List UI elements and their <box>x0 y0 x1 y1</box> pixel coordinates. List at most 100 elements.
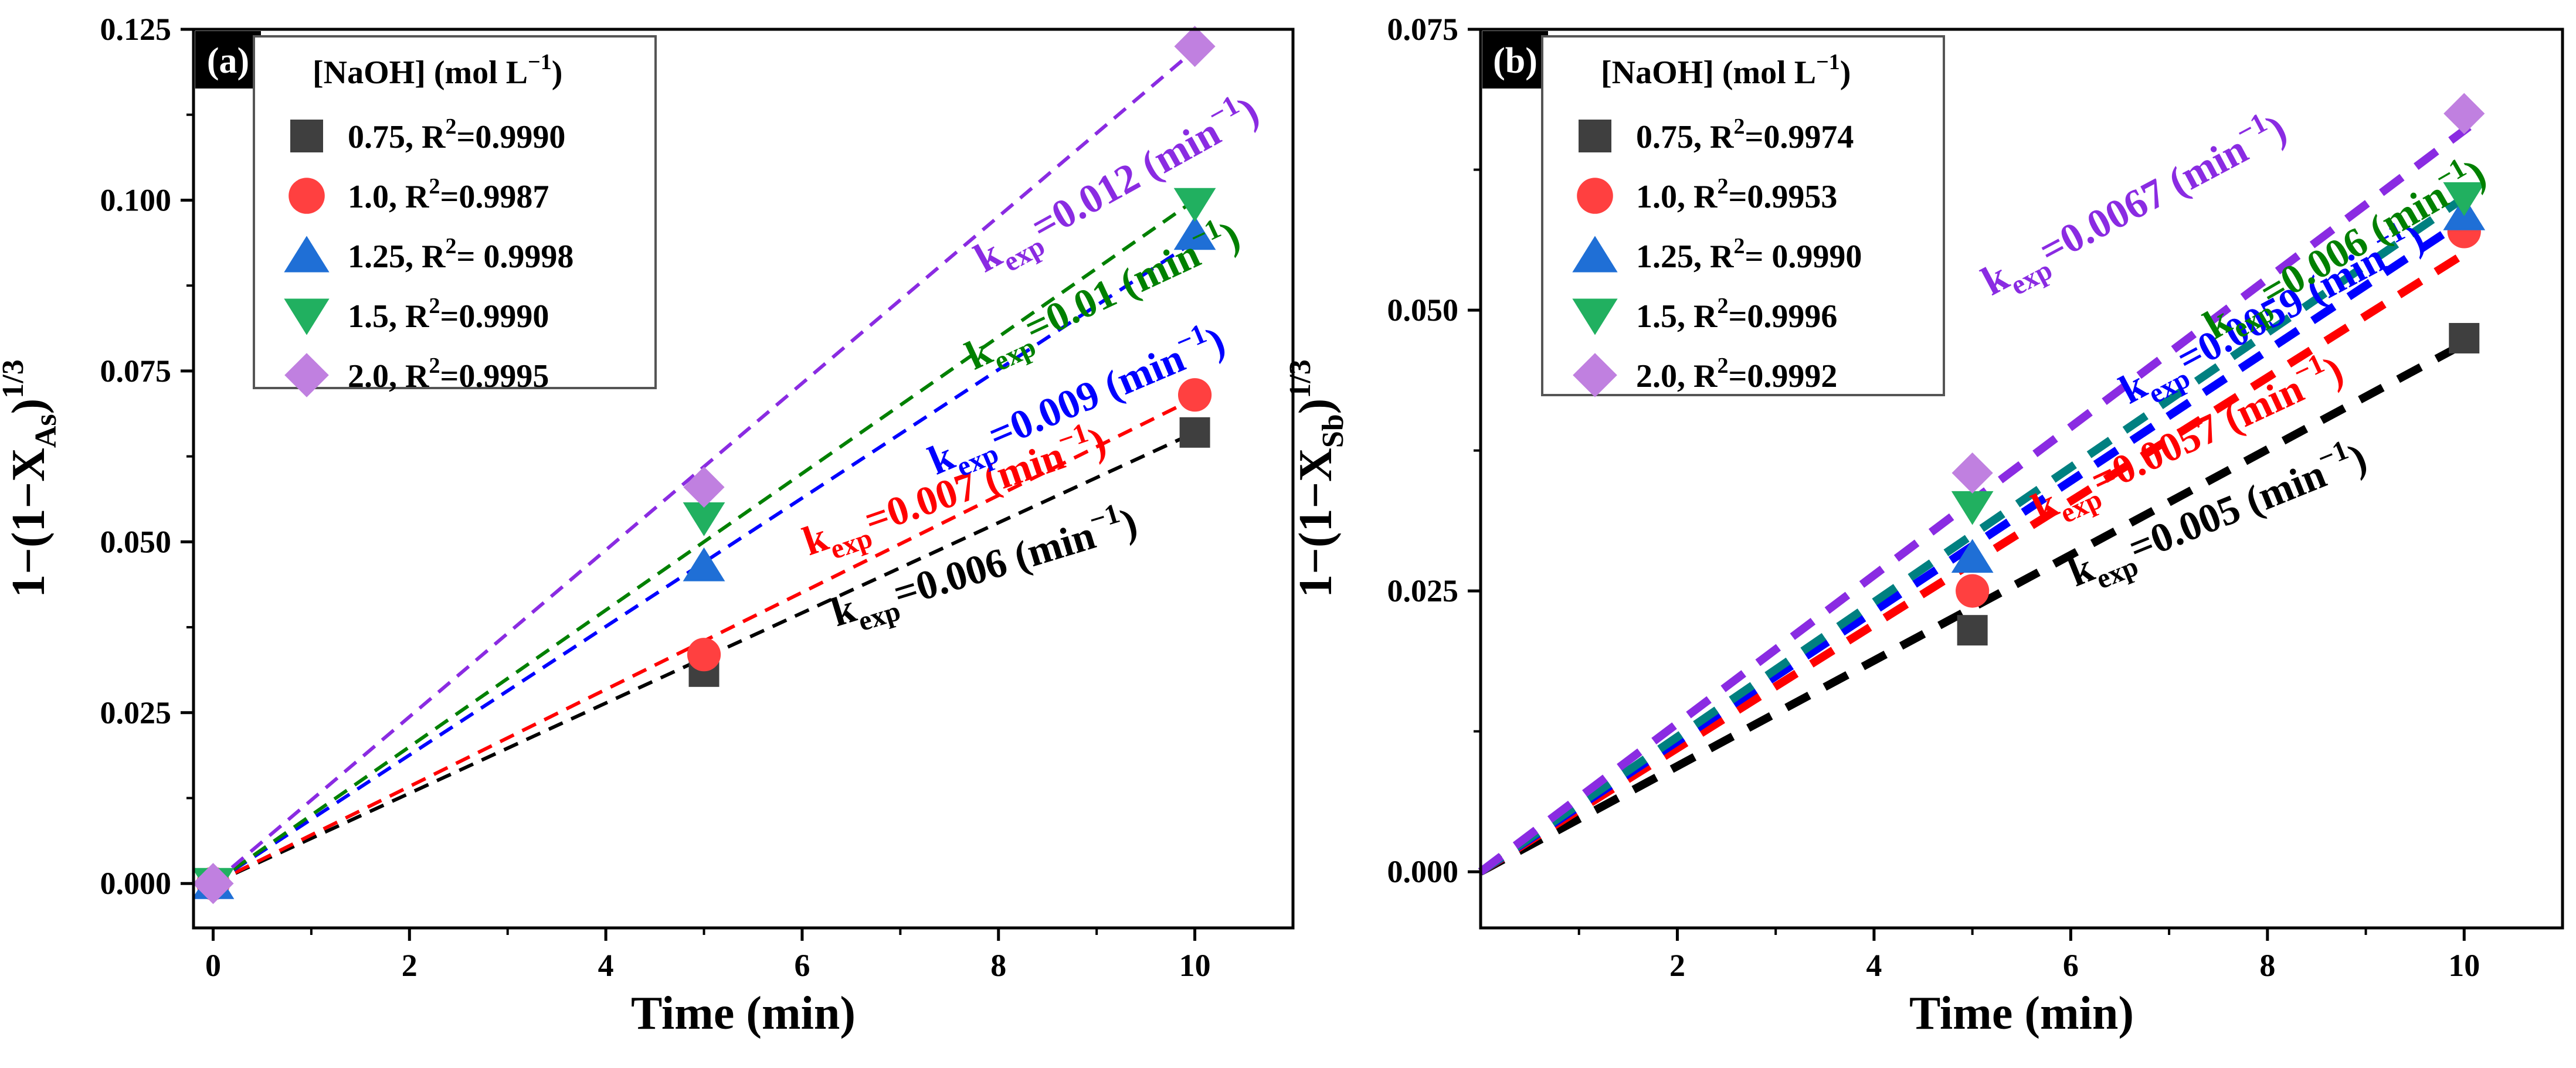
plot-frame <box>1479 28 2564 930</box>
legend-title: [NaOH] (mol L−1) <box>1601 50 1851 91</box>
y-label-close: ) <box>3 399 55 414</box>
y-tick-label: 0.025 <box>1387 573 1459 608</box>
legend-marker-1.5 <box>284 298 330 335</box>
legend-blue: 1.25, R2= 0.9998 <box>348 234 573 275</box>
data-point-1.25-t5 <box>683 547 725 581</box>
legend-r2-sup: 2 <box>1733 234 1745 259</box>
legend-series-name: 1.0, <box>348 179 405 215</box>
y-tick-label: 0.050 <box>100 524 172 559</box>
data-point-1.5-t10 <box>1173 188 1216 222</box>
legend-r2-value: =0.9995 <box>440 358 549 394</box>
legend-violet: 2.0, R2=0.9992 <box>1636 353 1837 394</box>
k-exp-annotation-1.5: kexp=0.01 (min−1) <box>956 207 1251 387</box>
y-tick-label: 0.050 <box>1387 292 1459 328</box>
legend-r2-sup: 2 <box>1717 353 1728 378</box>
legend-marker-2.0 <box>1573 353 1617 397</box>
legend-series-name: 1.25, <box>1636 239 1710 275</box>
legend-r2-value: =0.9953 <box>1728 179 1837 215</box>
legend-r2: R <box>1693 358 1718 394</box>
legend-green: 1.5, R2=0.9996 <box>1636 294 1837 335</box>
k-exp-annotation-2.0: kexp=0.0067 (min−1) <box>1971 100 2297 312</box>
x-tick-label: 10 <box>1179 948 1211 983</box>
fit-line-0.75 <box>1478 337 2471 876</box>
panel-label: (b) <box>1493 41 1538 81</box>
legend-r2: R <box>405 358 429 394</box>
y-axis-label: 1−(1−XSb)1/3 <box>1284 359 1350 598</box>
legend-r2-value: =0.9990 <box>456 119 565 155</box>
legend-series-name: 1.25, <box>348 239 422 275</box>
legend-r2-sup: 2 <box>445 114 456 139</box>
x-tick-label: 2 <box>1669 948 1685 983</box>
legend-series-name: 2.0, <box>348 358 405 394</box>
legend-r2: R <box>1693 298 1718 335</box>
data-point-1.0-t10 <box>1177 378 1212 412</box>
legend-r2-sup: 2 <box>1717 294 1728 318</box>
legend-series-name: 2.0, <box>1636 358 1693 394</box>
x-axis-label: Time (min) <box>631 988 856 1039</box>
y-label-base: 1−(1−X <box>3 448 55 598</box>
plot-frame <box>192 28 1295 930</box>
legend-r2: R <box>405 179 429 215</box>
data-point-1.5-t5 <box>683 502 725 536</box>
legend-marker-1.5 <box>1572 298 1618 335</box>
data-point-0.75-t10 <box>1179 417 1210 448</box>
legend-marker-1.0 <box>289 178 325 214</box>
data-point-2.0-t10 <box>1174 26 1216 67</box>
x-tick-label: 2 <box>402 948 418 983</box>
legend-r2-value: = 0.9990 <box>1745 239 1862 275</box>
legend-r2: R <box>1693 179 1718 215</box>
x-tick-label: 0 <box>205 948 221 983</box>
data-point-2.0-t5 <box>1951 452 1993 494</box>
x-tick-label: 10 <box>2448 948 2480 983</box>
y-tick-label: 0.025 <box>100 695 172 730</box>
panel-a: 0 2 4 6 8 10 0.000 0.025 0.050 0.075 0.100 0.125 Tim… <box>0 12 1295 1039</box>
k-value: =0.0067 (min <box>2032 127 2255 274</box>
y-axis-label: 1−(1−XAs)1/3 <box>0 359 63 597</box>
legend-r2-sup: 2 <box>1733 114 1745 139</box>
legend-r2-value: =0.9996 <box>1728 298 1837 335</box>
panel-label-box <box>195 31 261 89</box>
legend-red: 1.0, R2=0.9987 <box>348 174 549 215</box>
legend-title-close: ) <box>1840 55 1851 91</box>
data-point-1.0-t5 <box>687 638 721 672</box>
data-point-1.5-t10 <box>2443 182 2486 216</box>
legend-r2-sup: 2 <box>429 353 440 378</box>
legend-title-sup: −1 <box>1816 50 1840 74</box>
y-label-subscript: Sb <box>1316 414 1350 448</box>
data-point-1.5-t5 <box>1951 491 1994 525</box>
data-point-1.25-t10 <box>1173 216 1216 250</box>
y-tick-label: 0.100 <box>100 182 172 217</box>
legend-title: [NaOH] (mol L−1) <box>313 50 562 91</box>
y-label-superscript: 1/3 <box>0 359 30 398</box>
panel-label: (a) <box>207 41 249 81</box>
legend-title-close: ) <box>552 55 563 91</box>
panel-label-box <box>1482 31 1548 89</box>
legend-marker-0.75 <box>1579 120 1611 152</box>
legend-box <box>1541 35 1945 396</box>
y-label-base: 1−(1−X <box>1290 448 1342 598</box>
legend-marker-0.75 <box>290 120 323 152</box>
fit-line-1.5 <box>1478 191 2472 875</box>
legend-r2-value: =0.9992 <box>1728 358 1837 394</box>
legend-series-name: 1.0, <box>1636 179 1693 215</box>
k-value: =0.006 (min <box>888 512 1101 616</box>
data-point-2.0-t10 <box>2443 93 2485 134</box>
legend-green: 1.5, R2=0.9990 <box>348 294 549 335</box>
legend-r2-value: =0.9990 <box>440 298 549 335</box>
legend-red: 1.0, R2=0.9953 <box>1636 174 1837 215</box>
y-label-subscript: As <box>29 414 63 448</box>
fit-line-2.0 <box>212 44 1201 885</box>
legend-series-name: 1.5, <box>348 298 405 335</box>
data-point-2.0-t0 <box>192 863 234 904</box>
legend-marker-2.0 <box>284 353 329 397</box>
legend-r2-sup: 2 <box>1717 174 1728 199</box>
legend-marker-1.25 <box>284 236 330 273</box>
data-point-1.25-t5 <box>1951 539 1994 573</box>
data-point-0.75-t5 <box>1957 615 1988 646</box>
legend-r2: R <box>422 239 446 275</box>
y-tick-label: 0.000 <box>1387 854 1459 889</box>
x-tick-label: 6 <box>794 948 810 983</box>
legend-series-name: 0.75, <box>348 119 422 155</box>
y-tick-label: 0.075 <box>100 353 172 389</box>
